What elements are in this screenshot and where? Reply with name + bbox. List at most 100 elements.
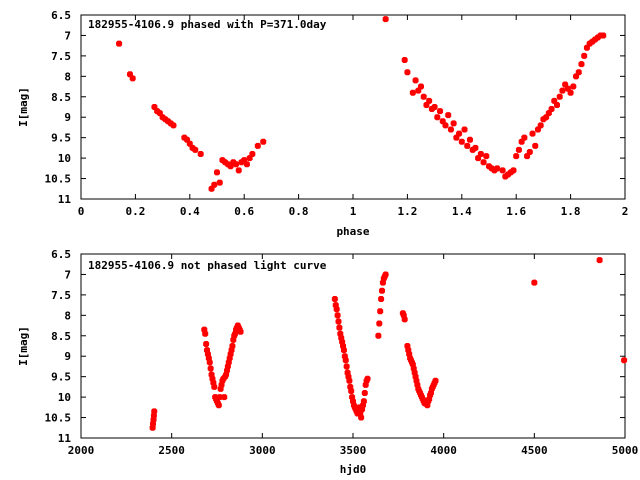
data-point xyxy=(554,101,560,108)
data-point xyxy=(249,151,256,158)
data-point xyxy=(233,161,240,168)
data-point xyxy=(434,114,441,121)
data-point xyxy=(529,130,536,137)
data-point xyxy=(361,390,368,397)
x-tick-label: 5000 xyxy=(612,444,639,457)
x-tick-label: 4000 xyxy=(430,444,457,457)
data-point xyxy=(342,357,349,364)
data-point xyxy=(537,122,544,129)
y-tick-label: 10 xyxy=(58,391,71,404)
y-tick-label: 8 xyxy=(64,309,71,322)
data-point xyxy=(578,61,585,68)
x-tick-label: 1.8 xyxy=(561,205,581,218)
x-ticks: 0 0.2 0.4 0.6 0.8 1 1.2 1.4 1.6 1.8 2 xyxy=(78,15,629,218)
x-tick-label: 2500 xyxy=(158,444,185,457)
y-axis-label: I[mag] xyxy=(17,326,30,366)
data-point xyxy=(360,398,367,405)
x-tick-label: 0.8 xyxy=(289,205,309,218)
data-point xyxy=(254,142,261,149)
y-ticks: 6.5 7 7.5 8 8.5 9 9.5 10 10.5 11 xyxy=(45,9,625,206)
data-point xyxy=(336,324,343,331)
data-point xyxy=(216,179,223,186)
data-point xyxy=(378,295,385,302)
data-point xyxy=(510,167,517,174)
y-tick-label: 7 xyxy=(64,29,71,42)
y-axis-label: I[mag] xyxy=(17,87,30,127)
data-point xyxy=(358,414,365,421)
data-point xyxy=(215,402,222,409)
y-ticks: 6.5 7 7.5 8 8.5 9 9.5 10 10.5 11 xyxy=(45,248,625,445)
data-point xyxy=(348,387,355,394)
phased-panel: 0 0.2 0.4 0.6 0.8 1 1.2 1.4 1.6 1.8 2 6.5 7 7.5 8 8.5 9… xyxy=(17,9,628,238)
data-point xyxy=(513,153,520,160)
data-point xyxy=(499,167,506,174)
data-point xyxy=(243,161,250,168)
data-point xyxy=(442,122,449,129)
data-point xyxy=(437,108,444,115)
y-tick-label: 8.5 xyxy=(51,330,71,343)
y-tick-label: 9 xyxy=(64,350,71,363)
data-point xyxy=(432,377,439,384)
y-tick-label: 7.5 xyxy=(51,50,71,63)
data-point xyxy=(521,134,528,141)
x-axis-label: phase xyxy=(336,225,369,238)
data-point xyxy=(379,287,386,294)
data-point xyxy=(461,126,468,133)
data-point xyxy=(483,153,490,160)
data-point xyxy=(477,151,484,158)
data-point xyxy=(260,138,267,145)
y-tick-label: 10 xyxy=(58,152,71,165)
data-point xyxy=(116,40,123,47)
x-ticks: 2000 2500 3000 3500 4000 4500 5000 xyxy=(68,254,639,457)
data-point xyxy=(401,316,408,323)
y-tick-label: 10.5 xyxy=(45,412,72,425)
data-point xyxy=(480,159,487,166)
y-tick-label: 6.5 xyxy=(51,248,71,261)
y-tick-label: 9 xyxy=(64,111,71,124)
data-point xyxy=(556,93,563,100)
data-point xyxy=(202,330,209,337)
data-point xyxy=(456,130,463,137)
data-point xyxy=(447,126,454,133)
y-tick-label: 8 xyxy=(64,70,71,83)
data-point xyxy=(343,363,350,370)
data-point xyxy=(382,271,389,278)
data-point xyxy=(426,97,433,104)
x-tick-label: 4500 xyxy=(521,444,548,457)
chart-title: 182955-4106.9 not phased light curve xyxy=(88,259,327,272)
data-point xyxy=(404,69,411,76)
y-tick-label: 9.5 xyxy=(51,132,71,145)
data-point xyxy=(346,377,353,384)
data-point xyxy=(494,165,501,172)
x-tick-label: 1.6 xyxy=(506,205,526,218)
data-point xyxy=(531,279,538,286)
data-point xyxy=(375,332,382,339)
data-point xyxy=(401,56,408,63)
data-point xyxy=(170,122,177,129)
data-point xyxy=(431,104,438,110)
data-point xyxy=(216,394,223,401)
x-tick-label: 2 xyxy=(622,205,629,218)
x-tick-label: 0.4 xyxy=(180,205,200,218)
data-point xyxy=(192,146,199,153)
data-point xyxy=(211,181,218,188)
x-axis-label: hjd0 xyxy=(340,463,367,476)
data-point xyxy=(364,375,371,382)
x-tick-label: 3000 xyxy=(249,444,276,457)
data-point xyxy=(334,312,341,319)
data-point xyxy=(472,144,479,151)
x-tick-label: 2000 xyxy=(68,444,95,457)
data-point xyxy=(570,83,577,90)
data-point xyxy=(151,408,158,415)
data-point xyxy=(458,138,465,145)
y-tick-label: 11 xyxy=(58,432,72,445)
y-tick-label: 7 xyxy=(64,268,71,281)
x-tick-label: 0.2 xyxy=(125,205,145,218)
data-point xyxy=(333,306,340,313)
data-point xyxy=(600,32,607,39)
y-tick-label: 7.5 xyxy=(51,289,71,302)
data-point xyxy=(621,357,628,364)
x-tick-label: 1.4 xyxy=(452,205,472,218)
data-point xyxy=(197,151,204,158)
